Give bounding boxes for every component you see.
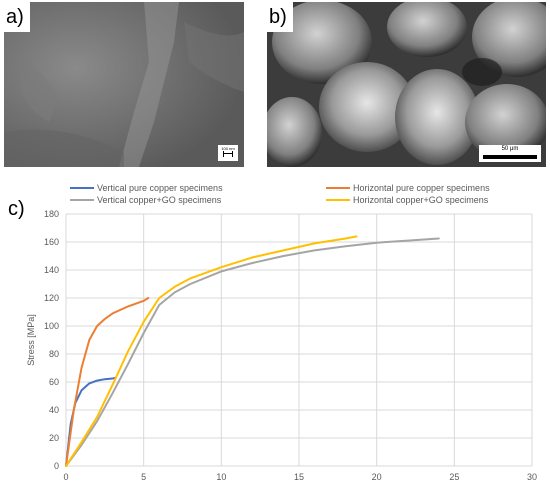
legend-label-0: Vertical pure copper specimens — [97, 183, 223, 193]
panel-label-b: b) — [267, 2, 293, 32]
panel-label-a: a) — [4, 2, 30, 32]
y-tick-label: 80 — [49, 349, 59, 359]
sem-image-b: b) 50 μm — [267, 2, 546, 167]
scalebar-a: 100 nm — [218, 145, 238, 161]
stress-strain-chart: 0 20 40 60 80 100 120 140 160 180 0 5 10 15 20 25 30 St… — [26, 183, 537, 482]
x-tick-labels: 0 5 10 15 20 25 30 — [63, 472, 537, 482]
scalebar-a-bar — [223, 151, 233, 157]
x-tick-label: 10 — [216, 472, 226, 482]
x-tick-label: 0 — [63, 472, 68, 482]
scalebar-b: 50 μm — [479, 145, 541, 162]
y-tick-label: 60 — [49, 377, 59, 387]
sem-texture-a — [4, 2, 244, 167]
y-axis-title: Stress [MPa] — [26, 314, 36, 366]
y-tick-label: 100 — [44, 321, 59, 331]
scalebar-b-bar — [483, 155, 537, 159]
scalebar-b-text: 50 μm — [501, 146, 519, 152]
y-tick-label: 120 — [44, 293, 59, 303]
series-line-1 — [65, 297, 150, 467]
sem-texture-b — [267, 2, 546, 167]
chart-series — [65, 235, 440, 467]
series-line-3 — [65, 235, 358, 467]
sem-image-a: a) 100 nm — [4, 2, 244, 167]
y-tick-label: 160 — [44, 237, 59, 247]
y-tick-label: 40 — [49, 405, 59, 415]
scalebar-a-text: 100 nm — [221, 146, 235, 151]
x-tick-label: 25 — [449, 472, 459, 482]
x-tick-label: 15 — [294, 472, 304, 482]
panel-label-c: c) — [8, 198, 25, 220]
x-tick-label: 5 — [141, 472, 146, 482]
y-tick-label: 0 — [54, 461, 59, 471]
x-tick-label: 20 — [372, 472, 382, 482]
legend-label-2: Vertical copper+GO specimens — [97, 195, 222, 205]
chart-legend: Vertical pure copper specimens Horizontal… — [70, 183, 490, 205]
x-tick-label: 30 — [527, 472, 537, 482]
legend-label-3: Horizontal copper+GO specimens — [353, 195, 489, 205]
y-tick-labels: 0 20 40 60 80 100 120 140 160 180 — [44, 209, 59, 471]
chart-grid — [65, 213, 533, 467]
series-line-2 — [65, 237, 440, 467]
y-tick-label: 180 — [44, 209, 59, 219]
legend-label-1: Horizontal pure copper specimens — [353, 183, 490, 193]
y-tick-label: 140 — [44, 265, 59, 275]
y-tick-label: 20 — [49, 433, 59, 443]
